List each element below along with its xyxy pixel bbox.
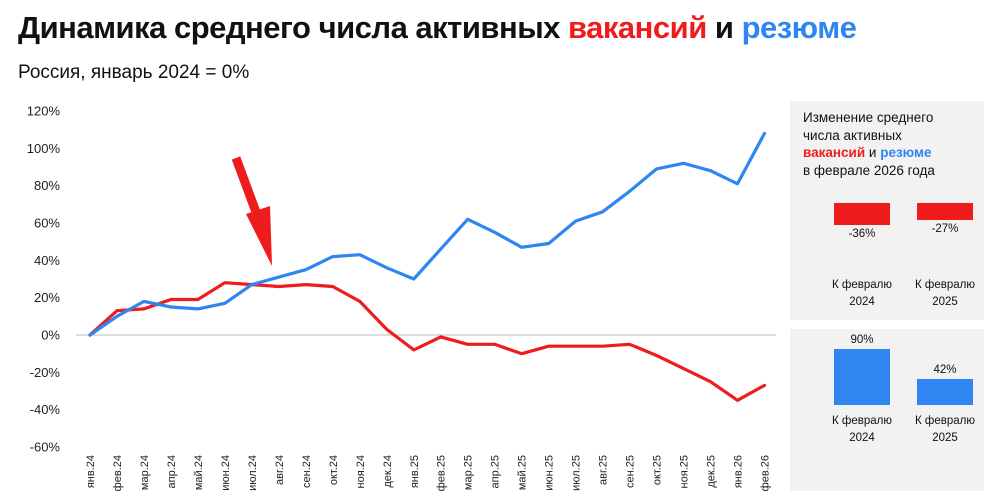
x-tick-label: дек.25 [706,455,718,488]
y-tick-label: 40% [34,253,60,268]
title-vacancies: вакансий [568,10,707,45]
resume-bar-value: 42% [933,363,957,376]
x-tick-label: фев.26 [760,455,772,491]
panel-line-3: вакансий и резюме [803,144,981,162]
y-tick-label: -60% [30,440,61,455]
vacancy-bar-caption: К февралю 2025 [915,279,975,308]
chart-title: Динамика среднего числа активных ваканси… [18,10,857,46]
x-tick-label: авг.25 [598,455,610,485]
x-tick-label: май.24 [193,455,205,490]
y-tick-label: 0% [41,328,60,343]
y-tick-label: 20% [34,290,60,305]
x-tick-label: июл.25 [571,455,583,491]
resume-bar [834,349,890,405]
series-lines [88,131,767,402]
x-tick-label: мар.24 [139,455,151,490]
x-tick-label: ноя.24 [355,455,367,488]
x-axis: янв.24 фев.24 мар.24 апр.24 май.24 июн.24 июл.… [85,455,772,491]
resume-summary-box: 90% К февралю 2024 42% К февралю 2025 [790,329,984,491]
y-tick-label: -20% [30,365,61,380]
x-tick-label: апр.24 [166,455,178,488]
resume-bar-value: 90% [850,334,874,347]
panel-line-2: числа активных [803,127,902,143]
y-tick-label: 60% [34,216,60,231]
y-tick-label: 80% [34,178,60,193]
annotation-arrow-icon [231,156,272,266]
resume-bar-caption: К февралю 2024 [832,415,892,444]
vacancy-bar [834,203,890,226]
x-tick-label: дек.24 [382,455,394,488]
x-tick-label: мар.25 [463,455,475,490]
title-and: и [706,10,742,45]
panel-and-word: и [865,145,881,160]
line-chart: 120% 100% 80% 60% 40% 20% 0% -20% -40% -60% янв.2… [27,104,776,491]
y-tick-label: 120% [27,104,61,119]
x-tick-label: окт.25 [652,455,664,485]
summary-panel: Изменение среднего числа активных ваканс… [790,101,984,491]
vacancy-bar [917,203,973,220]
resume-bar [917,378,973,405]
vacancy-summary-box: Изменение среднего числа активных ваканс… [790,101,984,320]
panel-resumes-word: резюме [880,145,932,160]
series-line-vacancies [88,281,767,402]
x-tick-label: ноя.25 [679,455,691,488]
series-line-resumes [88,131,767,337]
vacancy-bar-caption: К февралю 2024 [832,279,892,308]
chart-subtitle: Россия, январь 2024 = 0% [18,62,250,83]
x-tick-label: фев.25 [436,455,448,491]
y-tick-label: -40% [30,402,61,417]
panel-line-4: в феврале 2026 года [803,162,935,178]
title-part1: Динамика среднего числа активных [18,10,569,45]
x-tick-label: янв.24 [85,455,97,488]
x-tick-label: янв.26 [733,455,745,488]
x-tick-label: фев.24 [112,455,124,491]
resume-bar-caption: К февралю 2025 [915,415,975,444]
vacancy-bar-value: -27% [931,222,959,235]
vacancy-bar-value: -36% [848,228,876,241]
panel-vacancies-word: вакансий [803,145,866,160]
x-tick-label: авг.24 [274,455,286,485]
title-resumes: резюме [741,10,857,45]
x-tick-label: июн.24 [220,455,232,491]
x-tick-label: июл.24 [247,455,259,491]
x-tick-label: сен.24 [301,455,313,488]
y-axis: 120% 100% 80% 60% 40% 20% 0% -20% -40% -60% [27,104,61,455]
panel-line-1: Изменение среднего [803,110,934,125]
x-tick-label: янв.25 [409,455,421,488]
x-tick-label: июн.25 [544,455,556,491]
y-tick-label: 100% [27,141,61,156]
x-tick-label: май.25 [517,455,529,490]
x-tick-label: окт.24 [328,455,340,485]
x-tick-label: апр.25 [490,455,502,488]
x-tick-label: сен.25 [625,455,637,488]
panel-heading: Изменение среднего числа активных ваканс… [803,109,981,179]
